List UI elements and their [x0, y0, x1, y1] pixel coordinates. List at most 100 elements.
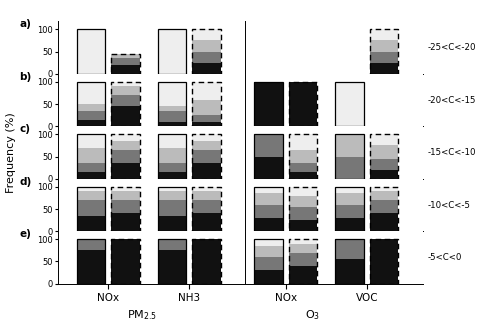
Text: Frequency (%): Frequency (%) [6, 112, 16, 193]
Bar [192, 29, 220, 40]
Bar [370, 29, 398, 40]
Bar [77, 216, 105, 231]
Bar [111, 58, 140, 65]
Bar [192, 134, 220, 179]
Bar [336, 218, 363, 231]
Bar [158, 29, 186, 74]
Bar [77, 239, 105, 250]
Bar [254, 194, 282, 205]
Text: -15<C<-10: -15<C<-10 [428, 148, 476, 157]
Bar [111, 134, 140, 141]
Text: b): b) [19, 72, 32, 82]
Bar [370, 51, 398, 63]
Bar [77, 148, 105, 163]
Bar [254, 239, 282, 246]
Bar [192, 40, 220, 51]
Bar [158, 250, 186, 284]
Bar [254, 187, 282, 231]
Bar [288, 266, 317, 284]
Bar [336, 194, 363, 205]
Bar [254, 270, 282, 284]
Bar [77, 82, 105, 126]
Bar [288, 239, 317, 244]
Bar [77, 250, 105, 284]
Bar [288, 220, 317, 231]
Bar [254, 134, 282, 156]
Bar [158, 82, 186, 106]
Bar [336, 134, 363, 156]
Bar [370, 159, 398, 170]
Text: -20<C<-15: -20<C<-15 [428, 95, 476, 105]
Bar [254, 239, 282, 284]
Bar [192, 29, 220, 74]
Bar [370, 40, 398, 51]
Bar [336, 82, 363, 126]
Bar [111, 214, 140, 231]
Bar [111, 163, 140, 179]
Bar [288, 172, 317, 179]
Bar [77, 239, 105, 284]
Bar [336, 205, 363, 218]
Bar [254, 134, 282, 179]
Bar [336, 259, 363, 284]
Bar [254, 187, 282, 194]
Bar [111, 82, 140, 126]
Bar [111, 106, 140, 126]
Bar [111, 191, 140, 200]
Bar [288, 150, 317, 163]
Bar [111, 54, 140, 74]
Bar [192, 51, 220, 63]
Bar [158, 29, 186, 74]
Bar [158, 106, 186, 111]
Bar [192, 214, 220, 231]
Bar [370, 145, 398, 159]
Bar [370, 29, 398, 74]
Bar [158, 134, 186, 179]
Bar [336, 156, 363, 179]
Bar [192, 150, 220, 163]
Text: O$_3$: O$_3$ [305, 308, 320, 322]
Bar [158, 200, 186, 216]
Bar [158, 134, 186, 148]
Bar [158, 191, 186, 200]
Bar [77, 120, 105, 126]
Bar [192, 122, 220, 126]
Text: e): e) [19, 229, 31, 239]
Bar [77, 111, 105, 120]
Bar [192, 187, 220, 191]
Bar [111, 200, 140, 214]
Bar [77, 187, 105, 231]
Bar [370, 191, 398, 200]
Text: -25<C<-20: -25<C<-20 [428, 43, 476, 52]
Bar [254, 156, 282, 179]
Text: -10<C<-5: -10<C<-5 [428, 200, 471, 210]
Bar [370, 239, 398, 284]
Text: a): a) [19, 19, 31, 29]
Bar [288, 187, 317, 196]
Bar [254, 246, 282, 257]
Bar [192, 115, 220, 122]
Bar [77, 29, 105, 74]
Bar [158, 216, 186, 231]
Bar [288, 82, 317, 126]
Bar [288, 196, 317, 207]
Bar [288, 82, 317, 126]
Bar [158, 239, 186, 250]
Bar [192, 141, 220, 150]
Bar [111, 141, 140, 150]
Bar [111, 239, 140, 284]
Bar [158, 122, 186, 126]
Bar [370, 200, 398, 214]
Bar [288, 134, 317, 150]
Bar [111, 187, 140, 191]
Text: c): c) [19, 124, 30, 134]
Bar [254, 82, 282, 126]
Bar [192, 63, 220, 74]
Bar [336, 239, 363, 259]
Bar [192, 163, 220, 179]
Bar [158, 239, 186, 284]
Bar [370, 239, 398, 284]
Bar [111, 187, 140, 231]
Bar [111, 65, 140, 74]
Bar [111, 86, 140, 95]
